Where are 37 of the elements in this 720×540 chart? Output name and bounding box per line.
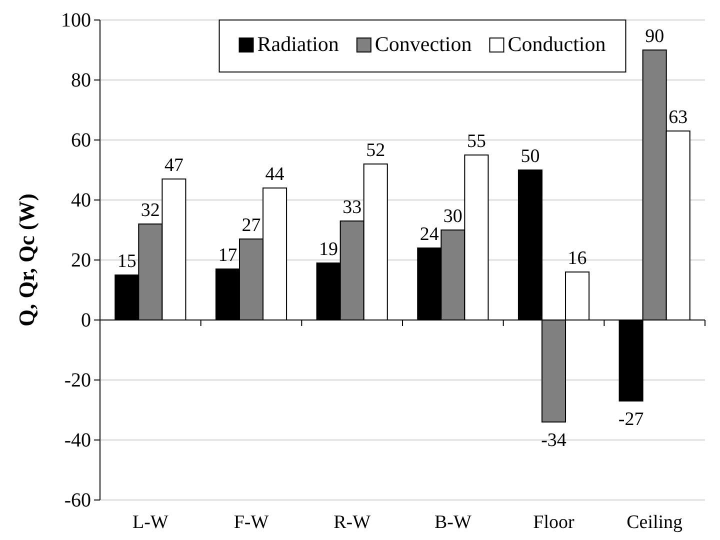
data-label: -27 [618,409,644,430]
y-tick-label: -40 [64,429,91,452]
legend-label: Convection [374,32,472,56]
data-label: 24 [420,224,440,245]
x-tick-label: Ceiling [626,512,684,533]
data-label: 17 [218,245,238,266]
data-label: -34 [541,430,567,451]
data-label: 16 [568,248,587,269]
data-label: 27 [242,215,261,236]
data-label: 19 [319,239,338,260]
data-label: 52 [366,140,386,161]
y-axis-title: Q, Qr, Qc (W) [14,194,39,326]
data-label: 32 [140,200,160,221]
y-tick-label: 100 [61,9,91,32]
x-tick-label: L-W [132,512,168,533]
data-label: 50 [520,146,540,167]
x-tick-label: R-W [334,512,371,533]
legend-label: Conduction [508,32,606,56]
y-tick-label: 20 [71,249,91,272]
y-tick-label: -60 [64,489,91,512]
y-tick-label: 80 [71,69,91,92]
data-label: 63 [668,107,688,128]
legend-label: Radiation [257,32,340,56]
data-label: 55 [466,131,486,152]
data-label: 44 [265,164,285,185]
y-tick-label: -20 [64,369,91,392]
y-tick-label: 0 [81,309,91,332]
x-tick-label: Floor [533,512,575,533]
data-label: 90 [645,26,664,47]
y-tick-label: 60 [71,129,91,152]
data-label: 15 [117,251,136,272]
data-label: 33 [342,197,362,218]
x-tick-label: F-W [234,512,269,533]
y-tick-label: 40 [71,189,91,212]
data-label: 30 [443,206,462,227]
data-label: 47 [164,155,184,176]
x-tick-label: B-W [434,512,472,533]
